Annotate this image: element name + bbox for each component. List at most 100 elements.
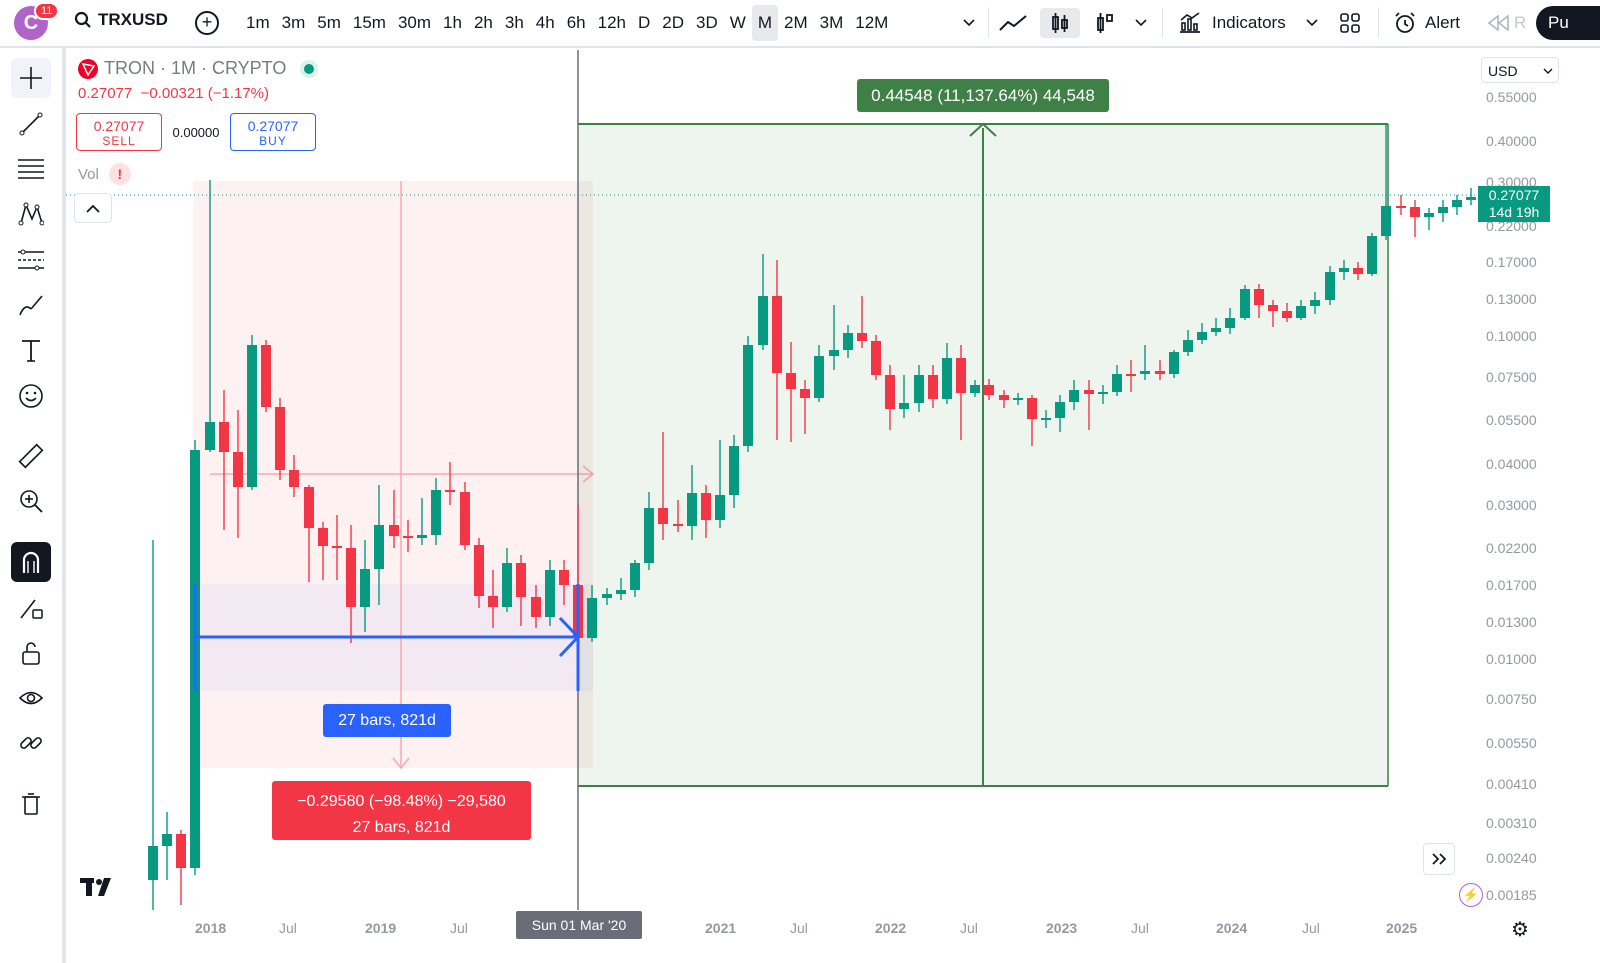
time-tick-label: 2025	[1386, 920, 1418, 936]
price-tick-label: 0.00185	[1486, 887, 1537, 903]
crosshair-tool[interactable]	[11, 58, 51, 98]
smiley-icon	[19, 384, 43, 408]
text-tool[interactable]	[11, 331, 51, 371]
candles-button[interactable]	[1040, 8, 1080, 38]
candle-up	[431, 490, 441, 535]
stay-in-drawing-tool[interactable]	[11, 588, 51, 628]
scroll-to-realtime-button[interactable]	[1423, 843, 1455, 875]
candle-up	[899, 403, 909, 409]
lightning-icon[interactable]: ⚡	[1459, 883, 1483, 907]
ohlc-values: 0.27077 −0.00321 (−1.17%)	[78, 85, 318, 102]
candle-down	[233, 452, 243, 487]
candle-up	[942, 358, 952, 399]
interval-2m[interactable]: 2M	[783, 13, 808, 32]
indicators-icon	[1180, 12, 1200, 33]
hide-drawings-tool[interactable]	[11, 678, 51, 718]
interval-12m[interactable]: 12M	[855, 13, 889, 32]
candle-up	[162, 834, 172, 846]
price-tick-label: 0.00410	[1486, 776, 1537, 792]
sync-drawings-tool[interactable]	[11, 723, 51, 763]
currency-select[interactable]: USD	[1481, 57, 1559, 83]
line-chart-button[interactable]	[998, 8, 1028, 38]
alert-label: Alert	[1425, 13, 1460, 32]
candle-up	[1310, 300, 1320, 306]
interval-15m[interactable]: 15m	[352, 13, 386, 32]
interval-dropdown[interactable]	[963, 8, 975, 38]
settings-gear-icon[interactable]: ⚙	[1511, 919, 1529, 941]
lock-drawings-tool[interactable]	[11, 633, 51, 673]
interval-30m[interactable]: 30m	[397, 13, 432, 32]
buy-button[interactable]: 0.27077 BUY	[230, 113, 316, 151]
interval-12h[interactable]: 12h	[597, 13, 627, 32]
price-tick-label: 0.04000	[1486, 456, 1537, 472]
prediction-tool[interactable]	[11, 240, 51, 280]
symbol-title: TRON · 1M · CRYPTO	[104, 58, 287, 78]
candle-up	[1438, 207, 1448, 213]
candle-down	[857, 333, 867, 341]
collapse-legend-button[interactable]	[74, 193, 112, 223]
indicators-button[interactable]: Indicators	[1178, 8, 1286, 38]
symbol-search[interactable]: TRXUSD	[74, 10, 168, 30]
sell-price: 0.27077	[93, 118, 145, 134]
emoji-tool[interactable]	[11, 376, 51, 416]
replay-label: R	[1514, 13, 1527, 32]
date-range-label[interactable]: 27 bars, 821d	[323, 704, 451, 737]
layouts-button[interactable]	[1340, 8, 1360, 38]
candle-up	[829, 350, 839, 356]
candle-up	[1339, 268, 1349, 272]
warning-icon[interactable]: !	[108, 163, 131, 185]
trend-line-tool[interactable]	[11, 104, 51, 144]
candle-up	[1069, 390, 1079, 402]
crosshair-date-label: Sun 01 Mar '20	[516, 911, 642, 939]
current-price: 0.27077	[1488, 187, 1540, 203]
chart-type-dropdown[interactable]	[1135, 8, 1147, 38]
trade-buttons: 0.27077 SELL 0.00000 0.27077 BUY	[76, 113, 316, 151]
candle-down	[332, 546, 342, 548]
zoom-tool[interactable]	[11, 481, 51, 521]
interval-3d[interactable]: 3D	[696, 13, 718, 32]
interval-d[interactable]: D	[638, 13, 651, 32]
interval-2d[interactable]: 2D	[662, 13, 685, 32]
interval-3m[interactable]: 3m	[281, 13, 306, 32]
magnet-tool[interactable]	[11, 542, 51, 582]
interval-1m[interactable]: 1m	[246, 13, 270, 32]
candle-down	[1353, 268, 1363, 274]
alert-button[interactable]: Alert	[1393, 8, 1460, 38]
publish-button[interactable]: Pu	[1536, 6, 1600, 40]
fib-tool[interactable]	[11, 149, 51, 189]
horizontal-lines-icon	[18, 159, 44, 179]
long-position-label[interactable]: 0.44548 (11,137.64%) 44,548	[857, 79, 1109, 112]
price-change: −0.00321 (−1.17%)	[140, 85, 270, 102]
price-tick-label: 0.03000	[1486, 497, 1537, 513]
candle-down	[516, 563, 526, 597]
indicators-dropdown[interactable]	[1306, 8, 1318, 38]
chart-legend: TRON · 1M · CRYPTO 0.27077 −0.00321 (−1.…	[78, 58, 319, 102]
replay-button[interactable]: R	[1488, 8, 1526, 38]
candle-down	[673, 524, 683, 526]
sell-button[interactable]: 0.27077 SELL	[76, 113, 162, 151]
interval-w[interactable]: W	[729, 13, 746, 32]
price-range-label[interactable]: −0.29580 (−98.48%) −29,580 27 bars, 821d	[272, 781, 531, 840]
interval-1h[interactable]: 1h	[443, 13, 462, 32]
pattern-tool[interactable]	[11, 194, 51, 234]
interval-5m[interactable]: 5m	[317, 13, 341, 32]
interval-6h[interactable]: 6h	[566, 13, 586, 32]
interval-m[interactable]: M	[751, 5, 778, 41]
ruler-tool[interactable]	[11, 436, 51, 476]
interval-2h[interactable]: 2h	[473, 13, 493, 32]
magnet-icon	[22, 551, 40, 573]
interval-4h[interactable]: 4h	[535, 13, 555, 32]
interval-3h[interactable]: 3h	[504, 13, 524, 32]
bars-style-button[interactable]	[1095, 8, 1115, 38]
candle-down	[658, 508, 668, 524]
compare-symbol-button[interactable]: +	[195, 11, 219, 35]
candle-down	[956, 358, 966, 393]
trend-line-icon	[19, 112, 43, 136]
interval-3m[interactable]: 3M	[819, 13, 844, 32]
tron-logo-icon	[78, 58, 98, 79]
price-tick-label: 0.22000	[1486, 218, 1537, 234]
candle-up	[630, 563, 640, 590]
brush-tool[interactable]	[11, 286, 51, 326]
remove-drawings-tool[interactable]	[11, 784, 51, 824]
